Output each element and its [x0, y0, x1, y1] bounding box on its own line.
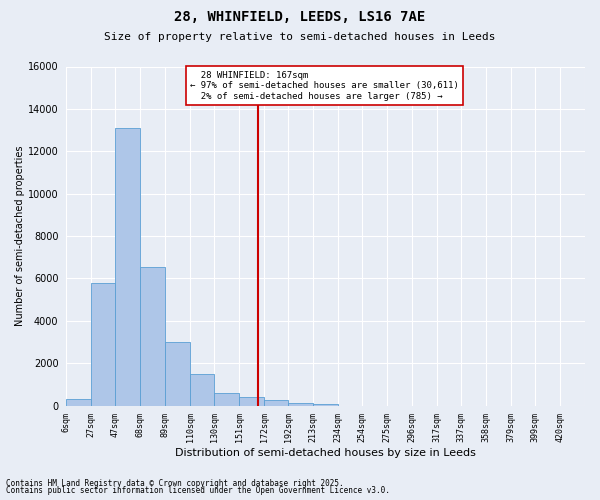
Bar	[66, 399, 91, 406]
Bar	[214, 392, 239, 406]
Bar	[239, 398, 264, 406]
Text: Contains HM Land Registry data © Crown copyright and database right 2025.: Contains HM Land Registry data © Crown c…	[6, 478, 344, 488]
X-axis label: Distribution of semi-detached houses by size in Leeds: Distribution of semi-detached houses by …	[175, 448, 476, 458]
Text: Size of property relative to semi-detached houses in Leeds: Size of property relative to semi-detach…	[104, 32, 496, 42]
Bar	[190, 374, 214, 406]
Bar	[264, 400, 288, 406]
Bar	[165, 342, 190, 406]
Bar	[288, 403, 313, 406]
Y-axis label: Number of semi-detached properties: Number of semi-detached properties	[15, 146, 25, 326]
Text: 28 WHINFIELD: 167sqm
← 97% of semi-detached houses are smaller (30,611)
  2% of : 28 WHINFIELD: 167sqm ← 97% of semi-detac…	[190, 70, 459, 101]
Bar	[91, 282, 115, 406]
Bar	[313, 404, 338, 406]
Bar	[115, 128, 140, 406]
Text: 28, WHINFIELD, LEEDS, LS16 7AE: 28, WHINFIELD, LEEDS, LS16 7AE	[175, 10, 425, 24]
Text: Contains public sector information licensed under the Open Government Licence v3: Contains public sector information licen…	[6, 486, 390, 495]
Bar	[140, 267, 165, 406]
